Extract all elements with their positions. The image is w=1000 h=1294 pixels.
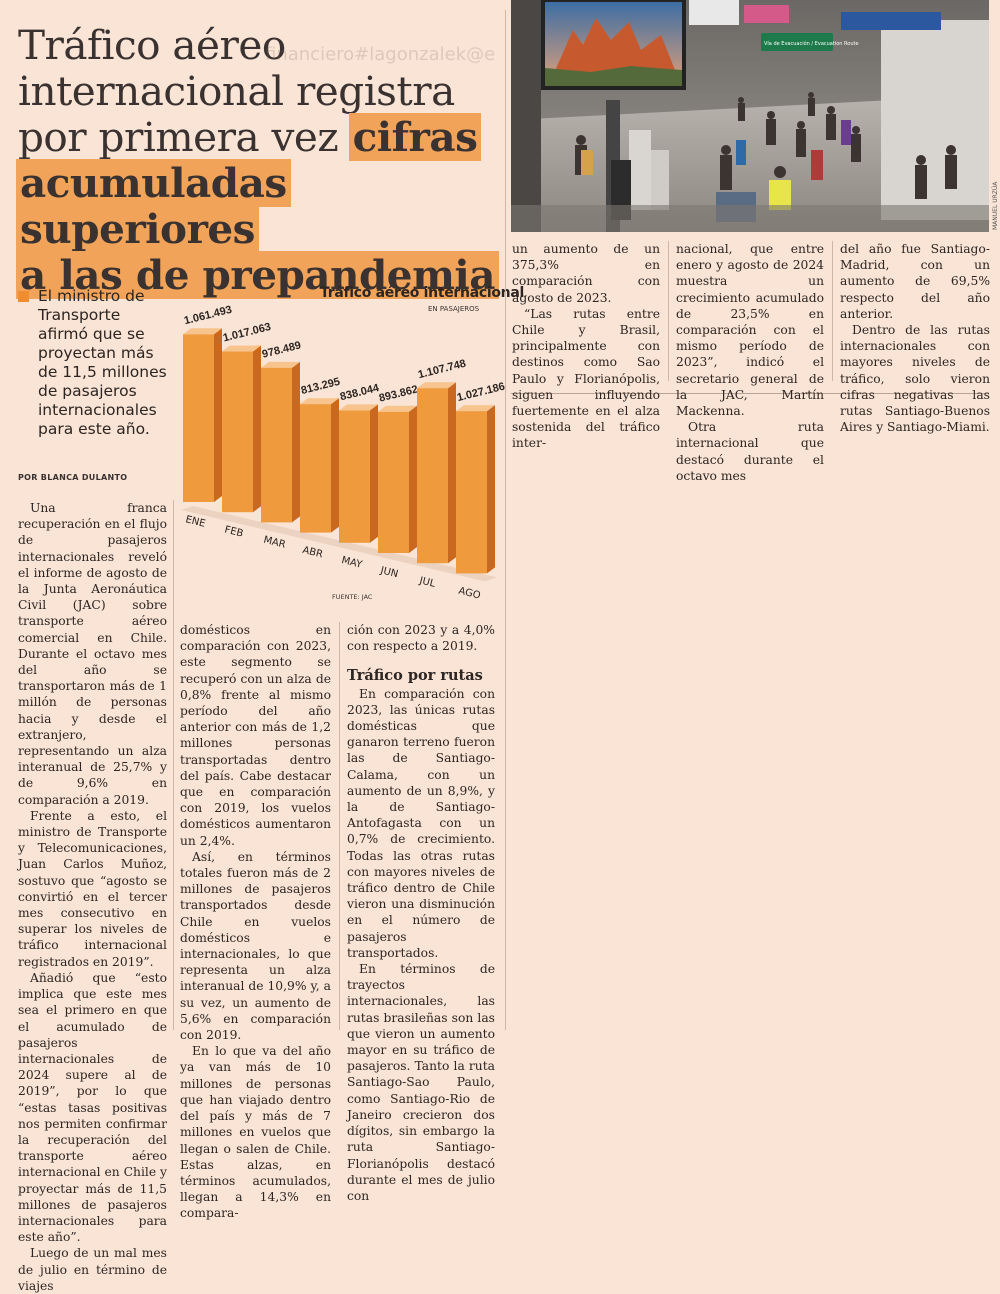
- data-label: 978.489: [261, 339, 302, 360]
- bar-side: [448, 382, 456, 564]
- bar-top: [378, 405, 417, 412]
- data-label: 1.017.063: [222, 321, 272, 344]
- bar-chart: 1.061.493 ENE 1.017.063 FEB 978.489 MAR 813.29…: [181, 304, 506, 602]
- bar-top: [261, 361, 300, 368]
- column-divider: [668, 241, 669, 381]
- bar-side: [370, 404, 378, 543]
- paragraph: un aumento de un 375,3% en comparación c…: [512, 242, 660, 305]
- headline-highlight-1: cifras: [348, 113, 482, 161]
- bar-top: [222, 345, 261, 352]
- chart-bar-ago: [456, 405, 495, 574]
- chart-bar-may: [339, 404, 378, 543]
- paragraph: Añadió que “esto implica que este mes se…: [18, 970, 167, 1245]
- category-label: ABR: [301, 545, 324, 561]
- summary-text: El ministro de Transporte afirmó que se …: [38, 287, 167, 438]
- chart-source: FUENTE: JAC: [332, 593, 373, 601]
- chart-bar-feb: [222, 345, 261, 513]
- chart-bar-ene: [183, 328, 222, 502]
- chart-bar-jul: [417, 382, 456, 564]
- bar-front: [300, 404, 331, 533]
- orange-square-icon: [18, 291, 29, 302]
- data-label: 1.061.493: [183, 304, 233, 327]
- bar-top: [417, 382, 456, 389]
- paragraph: Dentro de las rutas internacionales con …: [840, 323, 990, 435]
- bar-top: [456, 405, 495, 412]
- subheading: Tráfico por rutas: [347, 667, 483, 685]
- bar-side: [253, 345, 261, 513]
- byline: POR BLANCA DULANTO: [18, 473, 128, 482]
- paragraph: Frente a esto, el ministro de Transporte…: [18, 808, 167, 969]
- column-divider: [832, 241, 833, 381]
- bar-front: [456, 411, 487, 574]
- category-label: JUL: [417, 575, 436, 590]
- watermark: financiero#lagonzalek@e: [265, 44, 496, 65]
- paragraph: Así, en términos totales fueron más de 2…: [180, 849, 331, 1043]
- category-label: AGO: [457, 586, 481, 602]
- chart-bar-jun: [378, 405, 417, 553]
- bar-front: [378, 411, 409, 553]
- column-divider: [505, 10, 506, 1030]
- bar-top: [339, 404, 378, 411]
- bar-front: [339, 410, 370, 543]
- headline-highlight-2: acumuladas superiores: [16, 159, 291, 253]
- paragraph: En comparación con 2023, las únicas ruta…: [347, 686, 495, 960]
- article-column-2: domésticos en comparación con 2023, este…: [180, 622, 331, 1222]
- paragraph: del año fue Santiago-Madrid, con un aume…: [840, 242, 990, 321]
- bar-side: [214, 328, 222, 502]
- bar-front: [183, 334, 214, 502]
- paragraph: Una franca recuperación en el flujo de p…: [18, 501, 167, 807]
- bar-top: [300, 398, 339, 405]
- article-column-6: del año fue Santiago-Madrid, con un aume…: [840, 241, 990, 435]
- column-divider: [339, 622, 340, 1030]
- headline-plain: Tráfico aéreo internacional registra por…: [18, 21, 455, 161]
- category-label: JUN: [378, 565, 399, 580]
- chart-title: Tráfico aéreo internacional: [320, 285, 524, 301]
- section-divider: [511, 393, 989, 394]
- data-label: 1.107.748: [417, 358, 467, 381]
- airport-photo: Vía de Evacuación / Evacuation Route: [511, 0, 989, 232]
- data-label: 813.295: [300, 376, 341, 397]
- paragraph: En términos de trayectos internacionales…: [347, 962, 495, 1203]
- bar-side: [487, 405, 495, 574]
- article-column-4: un aumento de un 375,3% en comparación c…: [512, 241, 660, 452]
- paragraph: En lo que va del año ya van más de 10 mi…: [180, 1044, 331, 1221]
- paragraph: nacional, que entre enero y agosto de 20…: [676, 242, 824, 419]
- paragraph: domésticos en comparación con 2023, este…: [180, 623, 331, 848]
- category-label: FEB: [223, 524, 244, 539]
- chart-bar-mar: [261, 361, 300, 523]
- data-label: 893.862: [378, 383, 419, 404]
- bar-side: [292, 361, 300, 523]
- paragraph: ción con 2023 y a 4,0% con respecto a 20…: [347, 623, 495, 654]
- headline: Tráfico aéreo internacional registra por…: [16, 21, 518, 299]
- category-label: MAR: [262, 535, 286, 551]
- bar-side: [331, 398, 339, 533]
- paragraph: Otra ruta internacional que destacó dura…: [676, 420, 824, 483]
- chart-subtitle: EN PASAJEROS: [428, 305, 480, 313]
- headline-highlight-3: a las de prepandemia: [16, 251, 500, 299]
- paragraph: “Las rutas entre Chile y Brasil, princip…: [512, 306, 660, 451]
- bar-front: [261, 367, 292, 523]
- bar-side: [409, 405, 417, 553]
- column-divider: [173, 500, 174, 1030]
- category-label: ENE: [184, 514, 206, 530]
- data-label: 838.044: [339, 382, 381, 403]
- bar-front: [222, 351, 253, 513]
- category-label: MAY: [340, 555, 364, 571]
- bar-top: [183, 328, 222, 335]
- article-column-5: nacional, que entre enero y agosto de 20…: [676, 241, 824, 484]
- article-column-3: ción con 2023 y a 4,0% con respecto a 20…: [347, 622, 495, 1204]
- data-label: 1.027.186: [456, 381, 506, 404]
- summary-box: El ministro de Transporte afirmó que se …: [18, 287, 168, 439]
- photo-credit: MANUEL URZÚA: [992, 181, 999, 230]
- chart-bar-abr: [300, 398, 339, 533]
- evacuation-sign: Vía de Evacuación / Evacuation Route: [764, 40, 859, 47]
- bar-front: [417, 388, 448, 564]
- article-column-1: Una franca recuperación en el flujo de p…: [18, 500, 167, 1294]
- paragraph: Luego de un mal mes de julio en término …: [18, 1246, 167, 1293]
